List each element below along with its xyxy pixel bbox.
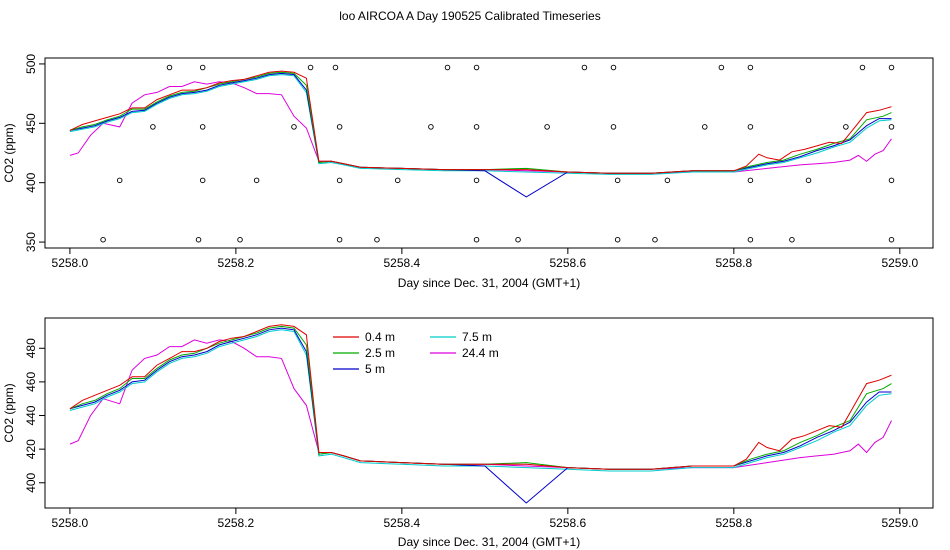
bottom-x-tick-label: 5258.0	[52, 516, 89, 530]
top-series-line-0-4-m	[69, 70, 892, 174]
top-scatter-point	[610, 64, 617, 71]
top-scatter-point	[805, 177, 812, 184]
top-scatter-point	[888, 64, 895, 71]
top-scatter-point	[843, 124, 849, 130]
top-scatter-point	[150, 124, 156, 130]
top-scatter-point	[789, 236, 795, 243]
top-scatter-point	[747, 64, 754, 71]
top-plot-frame	[44, 57, 934, 249]
bottom-plot-frame	[44, 317, 934, 509]
top-scatter-point	[544, 124, 550, 130]
top-scatter-point	[237, 236, 243, 243]
bottom-series-line-0-4-m	[69, 324, 892, 470]
top-scatter-point	[888, 124, 895, 130]
top-scatter-point	[374, 236, 380, 243]
top-scatter-point	[199, 177, 206, 184]
top-scatter-point	[473, 236, 480, 243]
legend-label: 2.5 m	[365, 346, 395, 360]
top-y-axis-label: CO2 (ppm)	[2, 123, 16, 182]
top-scatter-point	[702, 124, 708, 130]
top-y-tick-label: 400	[24, 172, 38, 192]
top-scatter-point	[166, 64, 173, 71]
top-scatter-point	[859, 64, 866, 71]
top-scatter-point	[100, 236, 106, 243]
bottom-x-tick-label: 5259.0	[881, 516, 918, 530]
top-scatter-point	[747, 177, 754, 184]
top-x-tick-label: 5258.4	[384, 256, 421, 270]
bottom-x-tick-label: 5258.6	[549, 516, 586, 530]
top-scatter-point	[473, 124, 480, 130]
top-scatter-point	[614, 236, 621, 243]
bottom-x-tick-label: 5258.4	[384, 516, 421, 530]
top-x-tick-label: 5258.6	[549, 256, 586, 270]
legend-label: 7.5 m	[462, 330, 492, 344]
legend: 0.4 m 2.5 m 5 m 7.5 m 24.4 m	[333, 330, 499, 376]
bottom-panel: 5258.0 5258.2 5258.4 5258.6 5258.8 5259.0 400 4…	[2, 317, 934, 549]
top-scatter-point	[291, 124, 297, 130]
top-x-tick-label: 5259.0	[881, 256, 918, 270]
top-scatter-point	[652, 236, 658, 243]
top-series-line-5-m	[69, 72, 892, 198]
top-y-tick-label: 450	[24, 113, 38, 133]
bottom-y-tick-label: 400	[24, 472, 38, 492]
bottom-y-tick-label: 460	[24, 372, 38, 392]
bottom-y-tick-label: 440	[24, 405, 38, 425]
top-scatter-point	[428, 124, 434, 130]
top-scatter-point	[610, 124, 617, 130]
top-scatter-point	[473, 64, 480, 71]
top-scatter-point	[888, 177, 895, 184]
top-scatter-point	[747, 124, 754, 130]
bottom-series-line-7-5-m	[69, 329, 892, 472]
top-scatter-point	[444, 64, 451, 71]
top-y-tick-label: 500	[24, 54, 38, 74]
figure-title: loo AIRCOA A Day 190525 Calibrated Times…	[339, 9, 600, 23]
legend-label: 5 m	[365, 362, 385, 376]
top-x-axis-label: Day since Dec. 31, 2004 (GMT+1)	[398, 276, 580, 290]
top-x-tick-label: 5258.0	[52, 256, 89, 270]
bottom-y-tick-label: 480	[24, 338, 38, 358]
top-scatter-point	[307, 64, 314, 71]
bottom-y-axis-label: CO2 (ppm)	[2, 383, 16, 442]
top-series-line-24-4-m	[69, 81, 892, 174]
bottom-y-tick-label: 420	[24, 439, 38, 459]
top-scatter-point	[718, 64, 725, 71]
top-scatter-point	[394, 177, 401, 184]
bottom-x-tick-label: 5258.8	[715, 516, 752, 530]
top-scatter-point	[332, 64, 339, 71]
top-panel: 5258.0 5258.2 5258.4 5258.6 5258.8 5259.0 350 4…	[2, 54, 934, 290]
top-scatter-point	[581, 64, 588, 71]
top-scatter-point	[253, 177, 260, 184]
top-scatter-point	[116, 177, 123, 184]
top-scatter-point	[336, 177, 343, 184]
top-scatter-point	[515, 236, 521, 243]
bottom-x-tick-label: 5258.2	[218, 516, 255, 530]
legend-label: 0.4 m	[365, 330, 395, 344]
top-x-tick-label: 5258.8	[715, 256, 752, 270]
top-series-line-7-5-m	[69, 74, 892, 175]
top-x-tick-label: 5258.2	[218, 256, 255, 270]
top-scatter-point	[336, 124, 343, 130]
top-scatter-point	[614, 177, 621, 184]
top-scatter-point	[664, 177, 671, 184]
top-scatter-point	[888, 236, 895, 243]
top-scatter-point	[199, 124, 206, 130]
top-scatter-point	[195, 236, 202, 243]
top-scatter-point	[473, 177, 480, 184]
top-scatter-point	[199, 64, 206, 71]
legend-label: 24.4 m	[462, 346, 499, 360]
top-scatter-point	[747, 236, 754, 243]
bottom-x-axis-label: Day since Dec. 31, 2004 (GMT+1)	[398, 535, 580, 549]
top-y-tick-label: 350	[24, 232, 38, 252]
top-scatter-point	[336, 236, 343, 243]
